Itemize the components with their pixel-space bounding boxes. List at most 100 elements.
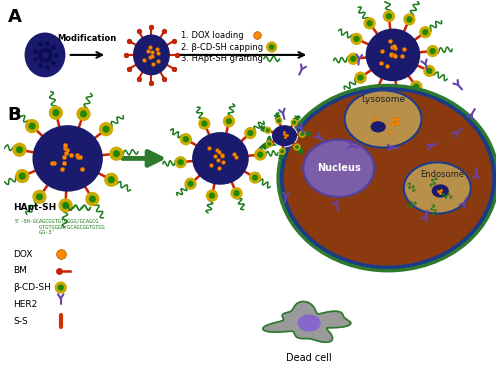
Circle shape xyxy=(234,191,239,196)
Circle shape xyxy=(252,175,258,180)
Text: Nucleus: Nucleus xyxy=(317,163,360,173)
Ellipse shape xyxy=(272,125,297,147)
Circle shape xyxy=(100,123,112,135)
Circle shape xyxy=(105,173,118,186)
Circle shape xyxy=(299,131,305,137)
Circle shape xyxy=(185,178,196,189)
Circle shape xyxy=(266,129,269,132)
Circle shape xyxy=(427,69,432,73)
Circle shape xyxy=(394,91,400,96)
Circle shape xyxy=(367,21,372,26)
Circle shape xyxy=(175,157,186,168)
Circle shape xyxy=(210,193,214,198)
Circle shape xyxy=(258,152,262,157)
Circle shape xyxy=(424,65,434,76)
Circle shape xyxy=(36,194,43,200)
Ellipse shape xyxy=(344,91,422,147)
Circle shape xyxy=(351,34,362,44)
Text: 3. HApt-SH grafting: 3. HApt-SH grafting xyxy=(181,54,263,64)
Circle shape xyxy=(301,133,304,135)
Circle shape xyxy=(427,46,438,57)
Text: Lysosome: Lysosome xyxy=(361,95,405,104)
Circle shape xyxy=(56,282,66,293)
Circle shape xyxy=(13,143,26,156)
Circle shape xyxy=(16,147,22,153)
Circle shape xyxy=(348,53,358,64)
Text: B: B xyxy=(8,106,21,124)
Circle shape xyxy=(77,107,90,120)
Circle shape xyxy=(62,203,68,208)
Ellipse shape xyxy=(272,126,296,146)
Circle shape xyxy=(53,110,59,116)
Circle shape xyxy=(354,36,359,41)
Circle shape xyxy=(296,146,298,148)
Ellipse shape xyxy=(303,140,374,197)
Circle shape xyxy=(411,81,422,92)
Circle shape xyxy=(245,128,256,138)
Circle shape xyxy=(50,106,62,119)
Circle shape xyxy=(58,285,63,290)
Ellipse shape xyxy=(298,315,320,331)
Circle shape xyxy=(188,181,193,186)
Circle shape xyxy=(202,121,207,126)
Circle shape xyxy=(26,120,38,132)
Circle shape xyxy=(291,119,297,126)
Ellipse shape xyxy=(280,88,496,268)
Circle shape xyxy=(358,75,363,80)
Text: 1. DOX loading: 1. DOX loading xyxy=(181,31,244,40)
Ellipse shape xyxy=(284,91,492,265)
Circle shape xyxy=(268,143,270,145)
Circle shape xyxy=(355,72,366,83)
Circle shape xyxy=(293,121,296,124)
Circle shape xyxy=(16,170,28,182)
Circle shape xyxy=(178,160,183,165)
Circle shape xyxy=(108,177,114,182)
Text: HApt-SH: HApt-SH xyxy=(14,203,56,212)
Circle shape xyxy=(407,17,412,22)
Ellipse shape xyxy=(432,185,448,197)
Circle shape xyxy=(294,144,300,150)
Text: Dead cell: Dead cell xyxy=(286,353,332,362)
Polygon shape xyxy=(263,301,350,342)
Text: β-CD-SH: β-CD-SH xyxy=(14,283,52,292)
Circle shape xyxy=(231,188,242,199)
Text: 2. β-CD-SH capping: 2. β-CD-SH capping xyxy=(181,42,263,51)
Circle shape xyxy=(278,119,280,122)
Circle shape xyxy=(250,172,260,183)
Text: Endosome: Endosome xyxy=(420,170,464,179)
Circle shape xyxy=(103,126,109,132)
Circle shape xyxy=(255,149,266,160)
Circle shape xyxy=(270,45,274,49)
Text: BM: BM xyxy=(14,266,28,275)
Text: Modification: Modification xyxy=(58,34,117,43)
Ellipse shape xyxy=(134,35,169,74)
Circle shape xyxy=(224,116,234,127)
Circle shape xyxy=(114,151,119,157)
Text: S-S: S-S xyxy=(14,316,28,326)
Circle shape xyxy=(266,141,272,147)
Circle shape xyxy=(404,14,415,25)
Circle shape xyxy=(206,190,218,201)
Circle shape xyxy=(184,137,188,142)
Circle shape xyxy=(281,150,283,153)
Circle shape xyxy=(351,56,356,61)
Circle shape xyxy=(180,134,192,145)
Circle shape xyxy=(267,42,276,52)
Circle shape xyxy=(430,49,435,53)
Circle shape xyxy=(280,149,285,154)
Ellipse shape xyxy=(33,126,102,191)
Text: HER2: HER2 xyxy=(14,300,38,309)
Circle shape xyxy=(80,111,86,117)
Circle shape xyxy=(364,18,375,29)
Circle shape xyxy=(199,118,209,129)
Circle shape xyxy=(90,196,95,202)
Circle shape xyxy=(371,85,382,96)
Ellipse shape xyxy=(371,122,385,132)
Circle shape xyxy=(226,119,232,124)
Circle shape xyxy=(20,173,25,179)
Circle shape xyxy=(384,11,394,22)
Circle shape xyxy=(86,193,99,205)
Text: Tumor cell: Tumor cell xyxy=(430,149,476,158)
Circle shape xyxy=(265,127,271,133)
Circle shape xyxy=(59,199,72,212)
